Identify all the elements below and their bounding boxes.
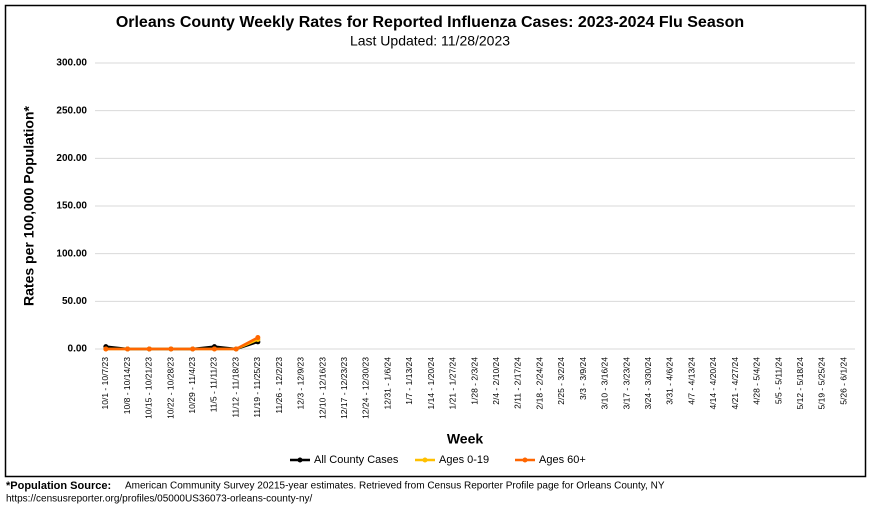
footnote-label: *Population Source: (6, 480, 111, 492)
legend-marker (297, 457, 303, 463)
x-tick-label: 1/21 - 1/27/24 (448, 357, 458, 410)
series-point (211, 346, 217, 352)
x-tick-label: 4/14 - 4/20/24 (708, 357, 718, 410)
y-tick-label: 300.00 (56, 58, 87, 69)
footnote-url: https://censusreporter.org/profiles/0500… (6, 494, 313, 505)
x-axis-label: Week (447, 431, 484, 447)
legend-marker (422, 457, 428, 463)
y-axis-label: Rates per 100,000 Population* (21, 105, 37, 306)
x-tick-label: 12/10 - 12/16/23 (317, 357, 327, 419)
x-tick-label: 10/8 - 10/14/23 (122, 357, 132, 414)
x-tick-label: 3/3 - 3/9/24 (578, 357, 588, 400)
series-point (190, 346, 196, 352)
series-point (103, 346, 109, 352)
y-tick-label: 0.00 (68, 344, 88, 355)
x-tick-label: 3/10 - 3/16/24 (600, 357, 610, 410)
series-point (255, 335, 261, 341)
x-tick-label: 2/25 - 3/2/24 (556, 357, 566, 405)
footnote-text: American Community Survey 20215-year est… (125, 481, 665, 492)
x-tick-label: 2/18 - 2/24/24 (534, 357, 544, 410)
series-line (105, 336, 259, 351)
x-tick-label: 11/12 - 11/18/23 (230, 357, 240, 418)
legend-label: Ages 60+ (539, 454, 586, 466)
y-tick-label: 200.00 (56, 153, 87, 164)
legend-marker (522, 457, 528, 463)
x-tick-label: 11/19 - 11/25/23 (252, 357, 262, 418)
chart-title: Orleans County Weekly Rates for Reported… (116, 14, 744, 31)
x-tick-label: 12/24 - 12/30/23 (361, 357, 371, 419)
legend-label: All County Cases (314, 454, 399, 466)
x-tick-label: 12/17 - 12/23/23 (339, 357, 349, 419)
x-tick-label: 4/21 - 4/27/24 (730, 357, 740, 410)
y-tick-label: 150.00 (56, 201, 87, 212)
x-tick-label: 4/28 - 5/4/24 (752, 357, 762, 405)
x-tick-label: 12/31 - 1/6/24 (382, 357, 392, 410)
x-tick-label: 10/1 - 10/7/23 (100, 357, 110, 410)
x-tick-label: 1/14 - 1/20/24 (426, 357, 436, 410)
x-tick-label: 3/17 - 3/23/24 (621, 357, 631, 410)
x-tick-label: 12/3 - 12/9/23 (296, 357, 306, 410)
y-tick-label: 50.00 (62, 296, 87, 307)
x-tick-label: 10/29 - 11/4/23 (187, 357, 197, 414)
series-point (125, 346, 131, 352)
x-tick-label: 5/5 - 5/11/24 (773, 357, 783, 404)
x-tick-label: 3/31 - 4/6/24 (665, 357, 675, 405)
x-tick-label: 11/5 - 11/11/23 (209, 357, 219, 413)
legend-label: Ages 0-19 (439, 454, 489, 466)
x-tick-label: 10/22 - 10/28/23 (165, 357, 175, 419)
x-tick-label: 10/15 - 10/21/23 (144, 357, 154, 419)
series-point (233, 346, 239, 352)
series-point (168, 346, 174, 352)
x-tick-label: 2/11 - 2/17/24 (513, 357, 523, 409)
chart-border (4, 4, 867, 478)
x-tick-label: 2/4 - 2/10/24 (491, 357, 501, 405)
series-point (146, 346, 152, 352)
x-tick-label: 1/28 - 2/3/24 (469, 357, 479, 405)
x-tick-label: 5/12 - 5/18/24 (795, 357, 805, 410)
x-tick-label: 5/19 - 5/25/24 (817, 357, 827, 410)
y-tick-label: 100.00 (56, 248, 87, 259)
x-tick-label: 11/26 - 12/2/23 (274, 357, 284, 414)
chart-subtitle: Last Updated: 11/28/2023 (350, 33, 510, 49)
x-tick-label: 4/7 - 4/13/24 (686, 357, 696, 405)
y-tick-label: 250.00 (56, 105, 87, 116)
x-tick-label: 5/26 - 6/1/24 (838, 357, 848, 405)
x-tick-label: 1/7 - 1/13/24 (404, 357, 414, 405)
x-tick-label: 3/24 - 3/30/24 (643, 357, 653, 410)
